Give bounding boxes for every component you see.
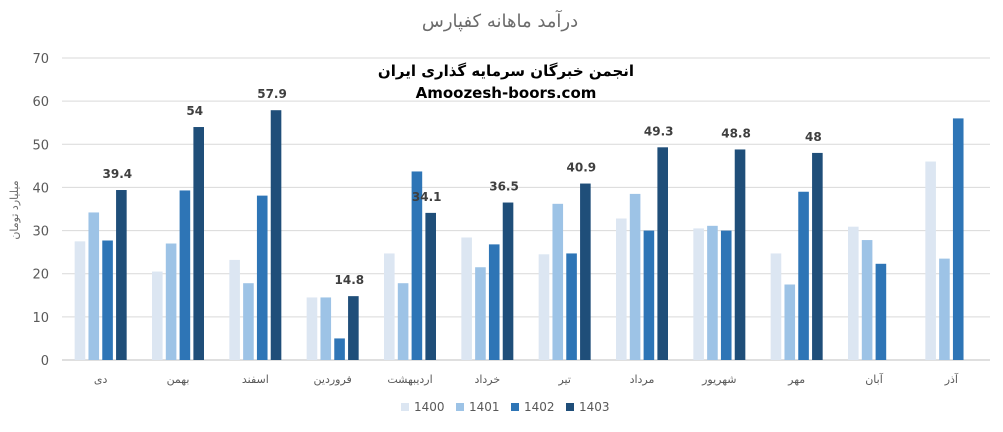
data-label: 14.8 xyxy=(335,273,365,287)
bar-1400-9 xyxy=(770,253,782,360)
x-tick-label: دی xyxy=(94,373,108,386)
legend-label-1403: 1403 xyxy=(579,400,610,414)
legend-swatch-1400 xyxy=(401,403,409,411)
data-label: 48 xyxy=(805,130,822,144)
data-label: 54 xyxy=(186,104,203,118)
bar-1401-3 xyxy=(320,297,332,360)
legend-label-1402: 1402 xyxy=(524,400,555,414)
y-tick-label: 20 xyxy=(32,268,49,283)
bar-1403-7 xyxy=(657,147,668,360)
bar-1401-2 xyxy=(243,283,254,360)
data-label: 48.8 xyxy=(721,126,751,140)
bar-1400-11 xyxy=(925,161,936,360)
bar-1401-6 xyxy=(552,203,564,360)
data-label: 49.3 xyxy=(644,124,674,138)
bar-1400-7 xyxy=(616,218,627,360)
data-label: 40.9 xyxy=(567,161,597,175)
bars-layer xyxy=(74,110,964,361)
bar-1403-4 xyxy=(425,212,436,360)
bar-1401-8 xyxy=(707,225,718,360)
x-tick-label: خرداد xyxy=(474,373,500,386)
bar-1401-7 xyxy=(629,193,641,360)
bar-1402-10 xyxy=(875,263,887,360)
y-axis-title: میلیارد تومان xyxy=(8,180,21,239)
data-label: 39.4 xyxy=(103,167,133,181)
bar-1401-5 xyxy=(475,267,486,360)
x-tick-label: آبان xyxy=(865,372,883,386)
bar-1403-0 xyxy=(116,190,127,360)
x-axis: دی بهمن اسفند فروردین اردیبهشت خرداد تیر مرداد ش… xyxy=(94,372,959,386)
grid-layer xyxy=(62,57,990,361)
x-tick-label: مهر xyxy=(787,373,805,386)
annotation-layer: انجمن خبرگان سرمایه گذاری ایران Amoozesh… xyxy=(378,62,634,102)
x-tick-label: آذر xyxy=(944,372,959,386)
bar-1403-6 xyxy=(580,183,591,360)
legend-swatch-1402 xyxy=(511,403,519,411)
bar-1400-10 xyxy=(848,226,859,360)
legend-swatch-1401 xyxy=(456,403,464,411)
bar-1400-4 xyxy=(384,253,395,360)
bar-1402-4 xyxy=(411,171,423,360)
x-tick-label: تیر xyxy=(557,373,570,386)
y-tick-label: 10 xyxy=(32,311,49,326)
bar-1401-11 xyxy=(939,258,950,360)
bar-1402-1 xyxy=(179,190,191,360)
data-label: 34.1 xyxy=(412,190,442,204)
bar-1400-2 xyxy=(229,259,240,360)
bar-1400-5 xyxy=(461,237,472,360)
x-tick-label: اسفند xyxy=(242,373,269,386)
x-tick-label: اردیبهشت xyxy=(387,373,432,386)
bar-1403-9 xyxy=(812,152,823,360)
labels-layer: 39.4 54 57.9 14.8 34.1 36.5 40.9 49.3 48.8 48 xyxy=(103,87,822,287)
x-tick-label: بهمن xyxy=(167,373,190,386)
annotation-line-2: Amoozesh-boors.com xyxy=(416,84,597,102)
y-tick-label: 70 xyxy=(32,52,49,67)
bar-1400-8 xyxy=(693,228,704,360)
y-tick-label: 30 xyxy=(32,225,49,240)
y-tick-label: 50 xyxy=(32,138,49,153)
bar-1402-2 xyxy=(256,195,268,360)
bar-1401-9 xyxy=(784,284,796,360)
bar-1400-3 xyxy=(306,297,318,360)
bar-1400-1 xyxy=(152,271,163,360)
bar-1402-8 xyxy=(720,230,732,360)
data-label: 36.5 xyxy=(489,180,519,194)
bar-1403-5 xyxy=(502,202,514,360)
bar-1403-1 xyxy=(193,127,204,361)
bar-1402-7 xyxy=(643,230,655,360)
data-label: 57.9 xyxy=(257,87,287,101)
legend-swatch-1403 xyxy=(566,403,574,411)
y-tick-label: 0 xyxy=(41,354,49,369)
annotation-line-1: انجمن خبرگان سرمایه گذاری ایران xyxy=(378,62,634,80)
y-tick-label: 40 xyxy=(32,181,49,196)
bar-1402-0 xyxy=(102,240,113,360)
bar-1403-3 xyxy=(348,296,359,360)
bar-1402-3 xyxy=(334,338,345,360)
bar-1402-5 xyxy=(488,244,500,360)
bar-1402-6 xyxy=(566,253,577,360)
bar-1401-10 xyxy=(861,240,873,360)
x-tick-label: فروردین xyxy=(314,373,352,386)
y-tick-label: 60 xyxy=(32,95,49,110)
legend: 1400 1401 1402 1403 xyxy=(401,400,610,414)
x-tick-label: شهریور xyxy=(701,373,736,386)
bar-1401-0 xyxy=(88,212,100,360)
legend-label-1401: 1401 xyxy=(469,400,500,414)
bar-1401-4 xyxy=(397,283,409,360)
bar-1401-1 xyxy=(165,243,177,360)
bar-1403-2 xyxy=(270,110,282,361)
bar-1402-9 xyxy=(798,191,809,360)
legend-label-1400: 1400 xyxy=(414,400,445,414)
x-tick-label: مرداد xyxy=(630,373,655,386)
bar-1400-6 xyxy=(538,254,550,360)
bar-1402-11 xyxy=(952,118,964,361)
bar-1400-0 xyxy=(74,241,86,360)
bar-1403-8 xyxy=(734,149,746,360)
y-axis: 0 10 20 30 40 50 60 70 xyxy=(32,52,49,369)
chart-title: درآمد ماهانه کفپارس xyxy=(422,9,578,32)
